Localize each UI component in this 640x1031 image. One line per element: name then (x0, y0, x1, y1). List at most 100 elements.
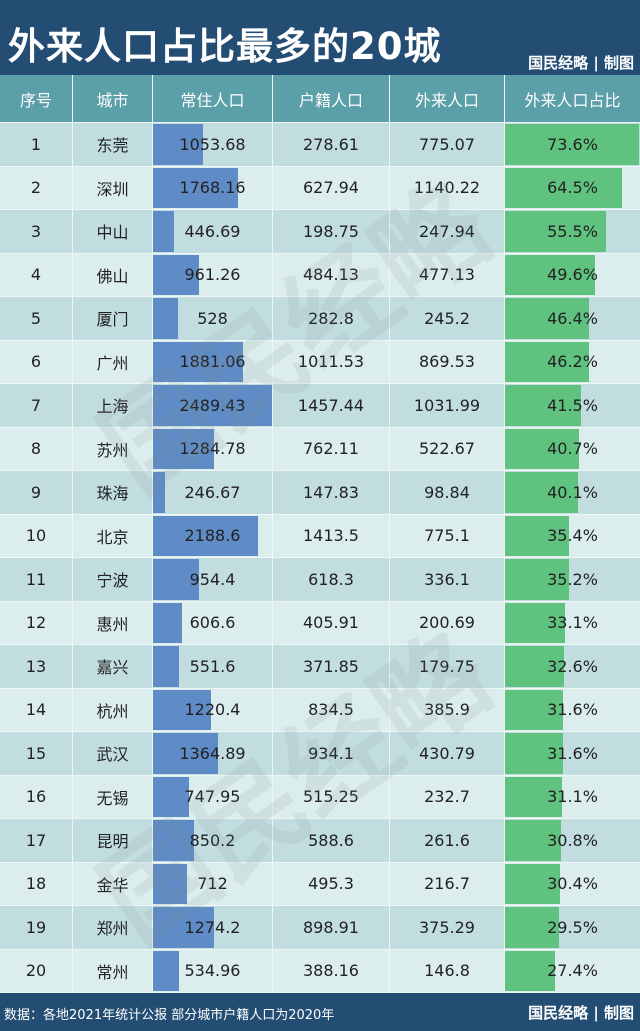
cell-text: 30.4% (547, 874, 598, 894)
cell-city: 金华 (73, 862, 153, 905)
cell-migrant: 522.67 (390, 427, 505, 470)
cell-city: 宁波 (73, 558, 153, 601)
resident-bar (153, 950, 179, 991)
cell-resident: 2489.43 (153, 384, 273, 427)
cell-text: 46.4% (547, 308, 598, 328)
cell-rank: 16 (0, 775, 73, 818)
brand-credit: 国民经略 | 制图 (528, 54, 634, 72)
resident-bar (153, 820, 194, 861)
cell-text: 200.69 (419, 613, 475, 633)
cell-rank: 14 (0, 688, 73, 731)
cell-text: 惠州 (96, 614, 129, 634)
cell-text: 10 (25, 526, 47, 546)
cell-text: 375.29 (419, 917, 475, 937)
cell-text: 上海 (96, 397, 129, 417)
title-bar: 外来人口占比最多的20城 国民经略 | 制图 (0, 0, 640, 75)
share-bar (505, 428, 580, 469)
table-row: 7 上海 2489.43 1457.44 1031.99 41.5% (0, 384, 640, 428)
cell-text: 1 (30, 134, 42, 154)
cell-share: 32.6% (505, 645, 640, 688)
cell-registered: 834.5 (273, 688, 390, 731)
table-row: 11 宁波 954.4 618.3 336.1 35.2% (0, 558, 640, 602)
cell-registered: 388.16 (273, 949, 390, 992)
share-bar (505, 472, 578, 513)
cell-rank: 1 (0, 123, 73, 166)
cell-text: 147.83 (303, 482, 359, 502)
cell-resident: 2188.6 (153, 514, 273, 557)
cell-text: 嘉兴 (96, 658, 129, 678)
table-row: 4 佛山 961.26 484.13 477.13 49.6% (0, 253, 640, 297)
header-migrant: 外来人口 (390, 75, 505, 122)
cell-registered: 588.6 (273, 819, 390, 862)
cell-text: 20 (25, 961, 47, 981)
resident-bar (153, 863, 188, 904)
cell-text: 49.6% (547, 265, 598, 285)
cell-resident: 961.26 (153, 253, 273, 296)
cell-city: 佛山 (73, 253, 153, 296)
resident-bar (153, 733, 219, 774)
cell-text: 苏州 (96, 440, 129, 460)
cell-resident: 1053.68 (153, 123, 273, 166)
data-table: 序号 城市 常住人口 户籍人口 外来人口 外来人口占比 1 东莞 1053.68 27… (0, 75, 640, 993)
cell-text: 477.13 (419, 265, 475, 285)
cell-registered: 278.61 (273, 123, 390, 166)
resident-bar (153, 428, 215, 469)
table-row: 16 无锡 747.95 515.25 232.7 31.1% (0, 775, 640, 819)
cell-share: 64.5% (505, 167, 640, 210)
cell-share: 27.4% (505, 950, 640, 993)
cell-resident: 712 (153, 862, 273, 905)
cell-text: 336.1 (424, 569, 470, 589)
resident-bar (153, 124, 204, 165)
table-row: 15 武汉 1364.89 934.1 430.79 31.6% (0, 732, 640, 776)
cell-text: 247.94 (419, 221, 475, 241)
cell-text: 371.85 (303, 656, 359, 676)
cell-text: 1457.44 (297, 395, 365, 415)
cell-registered: 147.83 (273, 471, 390, 514)
cell-text: 2188.6 (184, 526, 241, 546)
cell-rank: 8 (0, 427, 73, 470)
cell-migrant: 146.8 (390, 949, 505, 992)
cell-text: 深圳 (96, 179, 129, 199)
cell-text: 2489.43 (179, 395, 246, 415)
cell-text: 246.67 (184, 482, 241, 502)
cell-text: 31.6% (547, 700, 598, 720)
cell-migrant: 430.79 (390, 732, 505, 775)
cell-city: 常州 (73, 949, 153, 992)
share-bar (505, 863, 561, 904)
cell-rank: 3 (0, 210, 73, 253)
cell-rank: 13 (0, 645, 73, 688)
cell-text: 1881.06 (179, 352, 246, 372)
cell-resident: 1220.4 (153, 688, 273, 731)
share-bar (505, 646, 565, 687)
resident-bar (153, 167, 238, 208)
cell-text: 9 (30, 482, 42, 502)
cell-text: 中山 (96, 223, 129, 243)
cell-share: 46.4% (505, 297, 640, 340)
table-row: 6 广州 1881.06 1011.53 869.53 46.2% (0, 340, 640, 384)
cell-registered: 627.94 (273, 166, 390, 209)
cell-text: 898.91 (303, 917, 359, 937)
resident-bar (153, 776, 189, 817)
table-row: 3 中山 446.69 198.75 247.94 55.5% (0, 210, 640, 254)
cell-rank: 2 (0, 166, 73, 209)
cell-share: 49.6% (505, 254, 640, 297)
table-row: 2 深圳 1768.16 627.94 1140.22 64.5% (0, 166, 640, 210)
cell-text: 佛山 (96, 266, 129, 286)
cell-text: 18 (25, 874, 47, 894)
header-rank: 序号 (0, 75, 73, 122)
cell-rank: 7 (0, 384, 73, 427)
cell-registered: 282.8 (273, 297, 390, 340)
cell-text: 55.5% (547, 221, 598, 241)
share-bar (505, 907, 559, 948)
page-title: 外来人口占比最多的20城 (8, 25, 442, 68)
cell-city: 无锡 (73, 775, 153, 818)
cell-resident: 551.6 (153, 645, 273, 688)
cell-resident: 534.96 (153, 949, 273, 992)
cell-text: 1768.16 (179, 178, 246, 198)
cell-text: 712 (197, 874, 228, 894)
share-bar (505, 950, 555, 991)
cell-text: 232.7 (424, 787, 470, 807)
resident-bar (153, 515, 258, 556)
cell-text: 261.6 (424, 830, 470, 850)
cell-text: 179.75 (419, 656, 475, 676)
